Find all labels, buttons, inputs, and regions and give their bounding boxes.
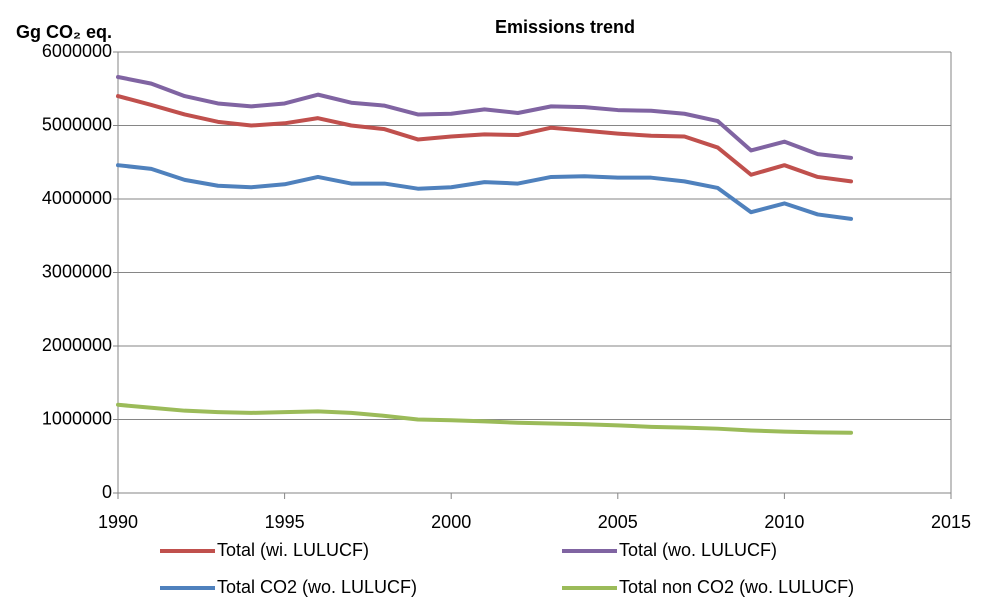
y-tick-label: 4000000 <box>42 188 112 208</box>
x-tick-label: 2005 <box>598 512 638 532</box>
y-axis-label: Gg CO₂ eq. <box>16 22 112 42</box>
x-tick-label: 2015 <box>931 512 971 532</box>
series-line <box>116 402 854 435</box>
chart-title: Emissions trend <box>495 17 635 37</box>
x-tick-label: 2000 <box>431 512 471 532</box>
x-tick-label: 1995 <box>265 512 305 532</box>
y-tick-label: 1000000 <box>42 408 112 428</box>
y-tick-label: 2000000 <box>42 335 112 355</box>
series-line <box>116 94 854 184</box>
legend-label: Total (wo. LULUCF) <box>619 540 777 560</box>
y-tick-label: 0 <box>102 482 112 502</box>
series-line <box>116 163 854 221</box>
y-tick-label: 6000000 <box>42 41 112 61</box>
x-tick-label: 1990 <box>98 512 138 532</box>
legend-label: Total (wi. LULUCF) <box>217 540 369 560</box>
legend-label: Total non CO2 (wo. LULUCF) <box>619 577 854 597</box>
series-line <box>116 74 854 160</box>
legend-label: Total CO2 (wo. LULUCF) <box>217 577 417 597</box>
x-tick-label: 2010 <box>764 512 804 532</box>
y-tick-label: 3000000 <box>42 261 112 281</box>
y-tick-label: 5000000 <box>42 114 112 134</box>
